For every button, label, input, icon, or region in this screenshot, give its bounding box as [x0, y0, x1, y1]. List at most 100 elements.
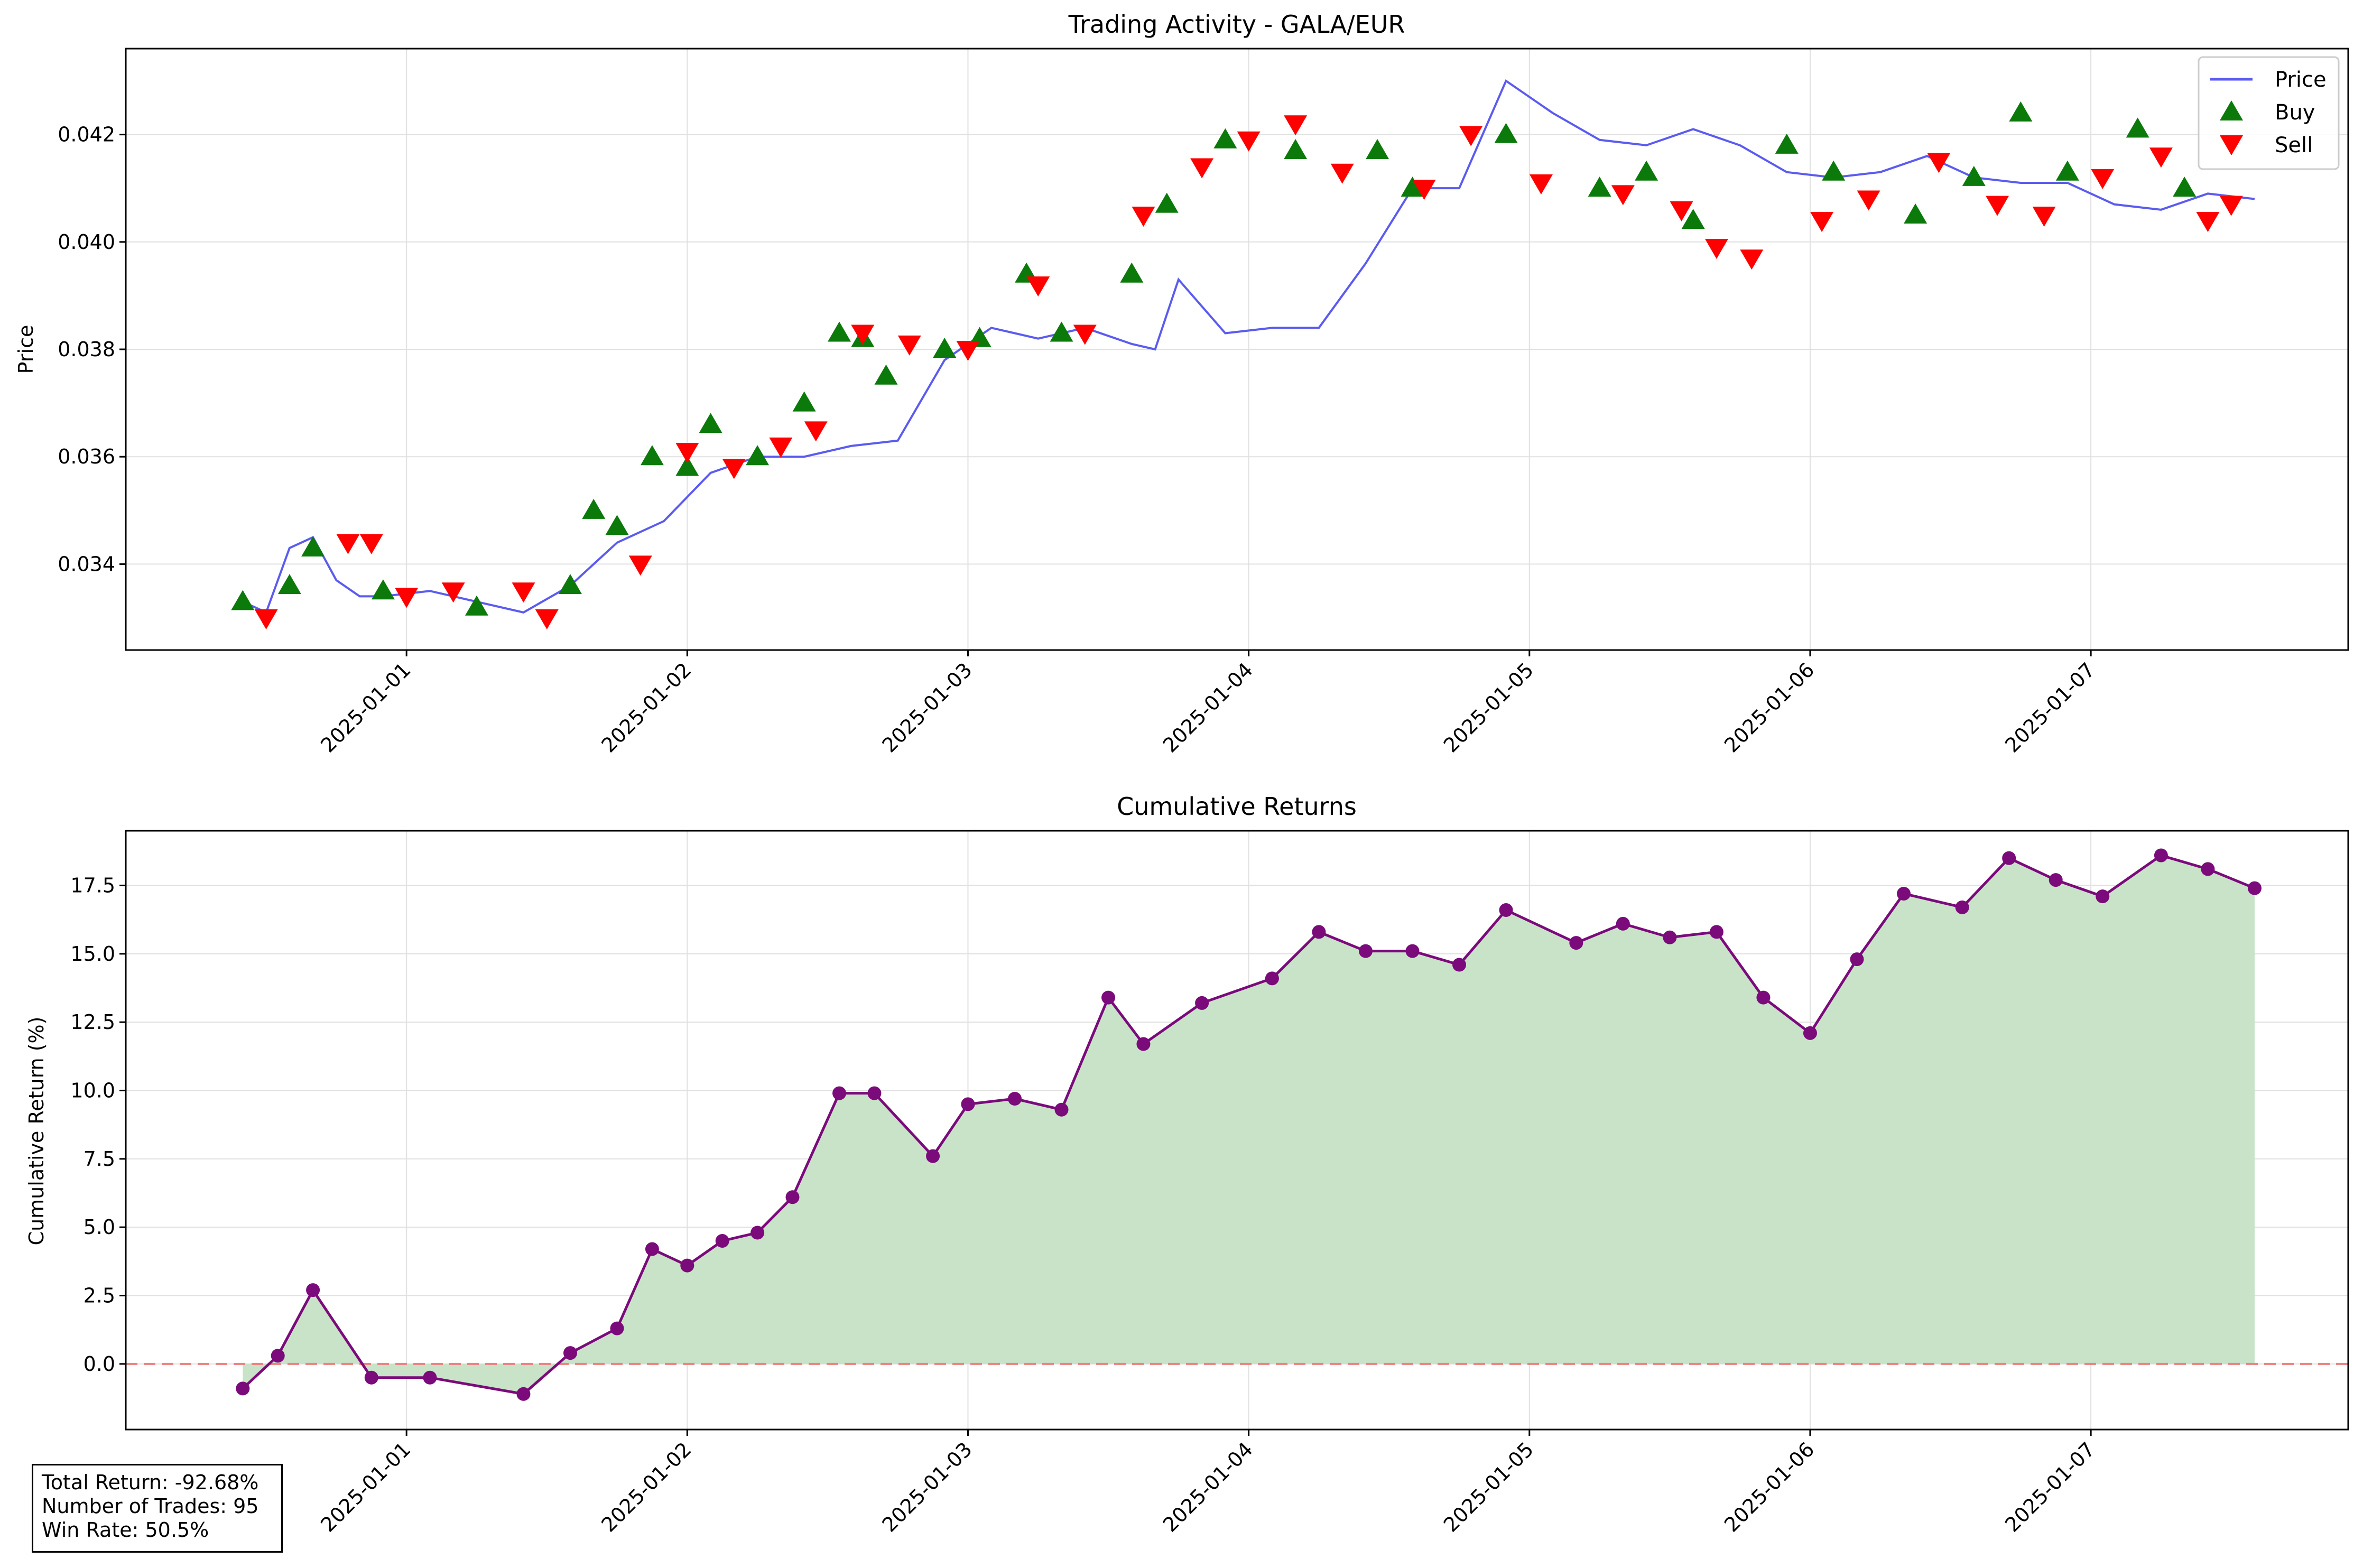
returns-point [1499, 903, 1513, 917]
sell-marker [336, 534, 360, 554]
price-y-tick-label: 0.038 [58, 338, 115, 361]
price-chart-title: Trading Activity - GALA/EUR [1068, 10, 1405, 39]
price-y-tick-label: 0.036 [58, 445, 115, 468]
returns-point [785, 1190, 800, 1204]
buy-marker [2009, 101, 2033, 122]
price-y-tick-label: 0.034 [58, 552, 115, 576]
returns-point [1452, 958, 1466, 972]
sell-marker [254, 609, 278, 630]
returns-x-tick-label: 2025-01-04 [1159, 1437, 1257, 1536]
returns-point [1358, 944, 1373, 958]
sell-marker [628, 555, 652, 576]
returns-y-tick-label: 7.5 [84, 1147, 115, 1171]
buy-marker [746, 445, 770, 466]
legend-price-label: Price [2275, 68, 2327, 92]
returns-point [2096, 889, 2110, 904]
win-rate-text: Win Rate: 50.5% [42, 1518, 209, 1542]
buy-marker [792, 391, 816, 412]
sell-marker [1670, 201, 1693, 221]
sell-marker [769, 437, 793, 458]
returns-point [961, 1097, 975, 1111]
returns-point [1616, 916, 1630, 931]
buy-marker [828, 321, 851, 342]
returns-point [236, 1381, 250, 1396]
returns-point [1195, 996, 1209, 1010]
sell-marker [675, 443, 699, 463]
returns-point [271, 1349, 285, 1363]
sell-marker [2091, 169, 2115, 189]
returns-chart-plot [126, 848, 2348, 1401]
buy-marker [277, 574, 301, 595]
returns-x-tick-label: 2025-01-06 [1720, 1437, 1819, 1536]
buy-marker [1775, 133, 1799, 154]
returns-point [1897, 886, 1911, 901]
returns-point [516, 1387, 531, 1401]
price-chart-y-ticks: 0.034 0.036 0.038 0.040 0.042 [58, 123, 126, 576]
buy-marker [1588, 177, 1611, 197]
buy-marker [1904, 203, 1928, 224]
returns-point [1136, 1037, 1151, 1051]
sell-marker [1611, 185, 1635, 206]
returns-point [364, 1370, 378, 1385]
returns-chart-panel: Cumulative Returns 2025-01-01 2025-01-02 2… [25, 792, 2349, 1537]
sell-marker [1810, 212, 1834, 233]
buy-marker [1401, 177, 1424, 197]
legend-sell-label: Sell [2275, 133, 2313, 157]
returns-point [1265, 971, 1279, 986]
returns-y-tick-label: 17.5 [70, 874, 115, 897]
legend-sell-marker [2220, 135, 2243, 155]
returns-chart-y-ticks: 0.0 2.5 5.0 7.5 10.0 12.5 15.0 17.5 [70, 874, 126, 1376]
returns-point [423, 1370, 437, 1385]
buy-marker [371, 579, 395, 600]
sell-marker [1132, 206, 1155, 227]
buy-marker [465, 595, 488, 616]
buy-marker [605, 515, 629, 535]
price-x-tick-label: 2025-01-07 [2000, 658, 2099, 757]
buy-marker [1635, 160, 1658, 181]
sell-marker [2149, 147, 2173, 168]
legend-buy-marker [2220, 100, 2243, 120]
sell-marker [956, 341, 980, 361]
sell-marker [395, 588, 419, 608]
sell-marker [2196, 212, 2220, 233]
returns-point [680, 1258, 694, 1273]
price-line [242, 79, 2255, 614]
sell-marker [897, 335, 921, 356]
price-chart-x-ticks: 2025-01-01 2025-01-02 2025-01-03 2025-01-04… [316, 650, 2099, 757]
buy-marker [1120, 262, 1144, 283]
returns-x-tick-label: 2025-01-03 [878, 1437, 977, 1536]
buy-marker [301, 536, 325, 556]
buy-marker [1822, 160, 1846, 181]
num-trades-text: Number of Trades: 95 [42, 1495, 259, 1518]
returns-point [2201, 862, 2215, 876]
returns-point [1101, 990, 1116, 1005]
sell-marker [1857, 190, 1880, 211]
sell-marker [1412, 180, 1436, 200]
returns-point [2247, 881, 2262, 895]
price-x-tick-label: 2025-01-03 [878, 658, 977, 757]
buy-marker [2126, 117, 2149, 138]
sell-marker [1529, 174, 1553, 195]
buy-marker [933, 338, 957, 358]
returns-point [1803, 1026, 1817, 1040]
sell-marker [851, 324, 875, 345]
sell-marker [1740, 249, 1764, 270]
sell-marker [1190, 158, 1214, 179]
sell-marker [722, 459, 746, 479]
returns-point [867, 1086, 882, 1100]
price-x-tick-label: 2025-01-05 [1439, 658, 1538, 757]
stats-box: Total Return: -92.68% Number of Trades: … [32, 1464, 283, 1553]
sell-marker [1073, 324, 1097, 345]
buy-marker [1284, 139, 1308, 160]
buy-marker [1155, 192, 1179, 213]
buy-marker [640, 445, 664, 466]
returns-y-tick-label: 12.5 [70, 1010, 115, 1034]
returns-point [1054, 1102, 1069, 1117]
returns-point [1756, 990, 1771, 1005]
price-chart-grid [126, 49, 2348, 650]
returns-point [926, 1149, 940, 1163]
returns-point [1955, 900, 1969, 914]
price-chart-plot [231, 79, 2255, 630]
buy-marker [1213, 128, 1237, 149]
returns-x-tick-label: 2025-01-07 [2000, 1437, 2099, 1536]
